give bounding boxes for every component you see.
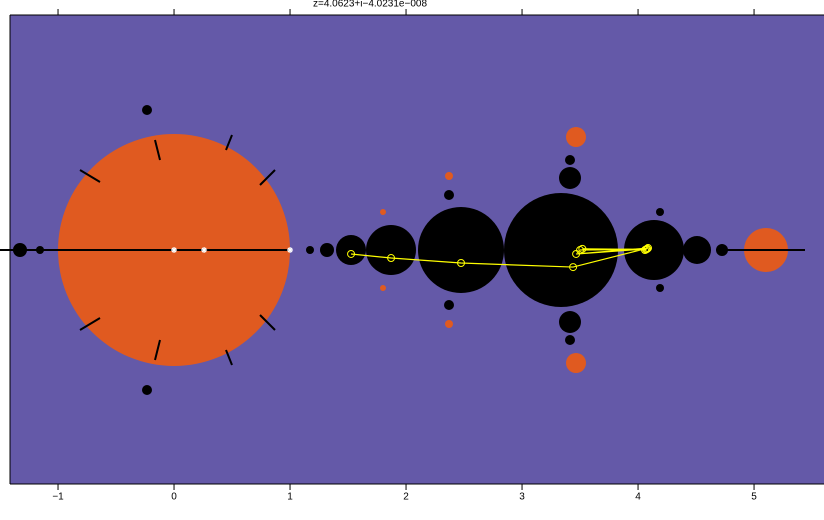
chart-title: z=4.0623+i−4.0231e−008 (313, 0, 427, 10)
orbit-point (347, 249, 356, 258)
orbit-point (641, 246, 650, 255)
orbit-point (578, 244, 587, 253)
x-tick-label: 5 (751, 492, 757, 503)
orbit-point (387, 254, 396, 263)
orbit-point (569, 263, 578, 272)
orbit-point (457, 259, 466, 268)
x-tick-label: 2 (403, 492, 409, 503)
x-tick-label: 1 (287, 492, 293, 503)
fixed-point (171, 247, 178, 254)
fixed-point (201, 247, 208, 254)
fixed-point (287, 247, 294, 254)
x-tick-label: 0 (171, 492, 177, 503)
x-tick-label: −1 (52, 492, 64, 503)
x-tick-label: 3 (519, 492, 525, 503)
fractal (0, 105, 805, 395)
x-tick-label: 4 (635, 492, 641, 503)
